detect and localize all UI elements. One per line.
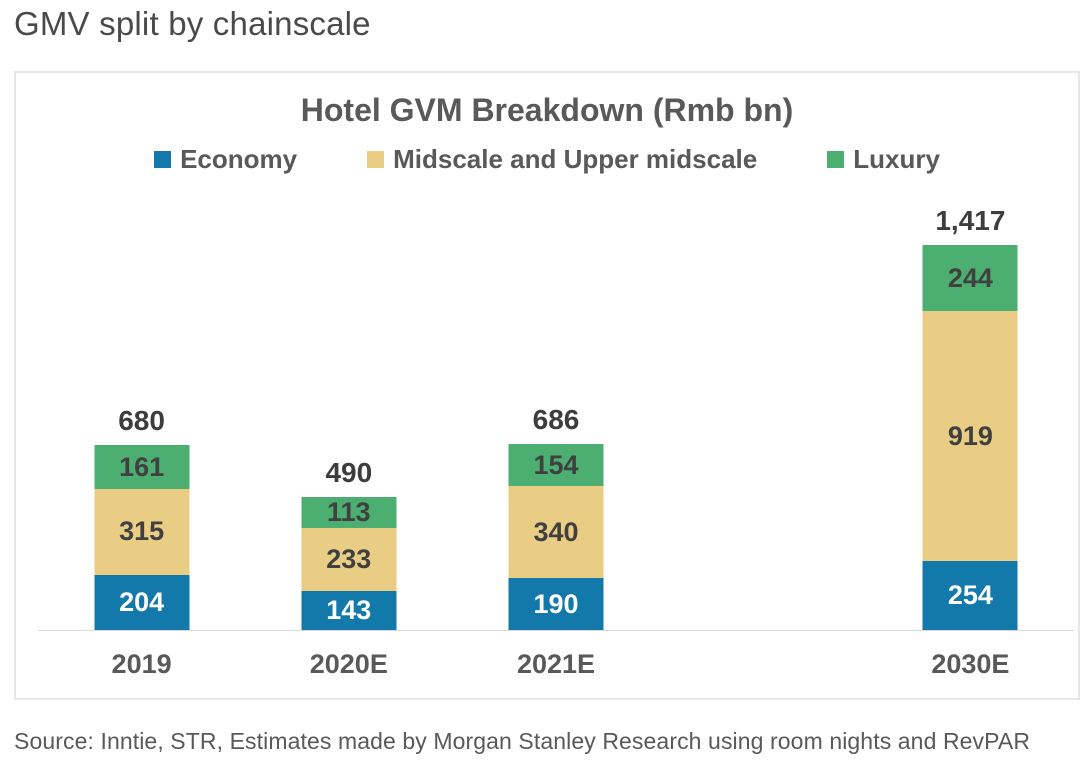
bar-total-label: 686 bbox=[532, 404, 580, 436]
bar-2019: 680 161 315 204 bbox=[94, 405, 190, 630]
bar-segment-economy: 204 bbox=[94, 574, 190, 630]
bar-segment-midscale-and-upper-midscale: 233 bbox=[301, 527, 397, 592]
x-axis-label-2020e: 2020E bbox=[309, 649, 388, 679]
legend-label: Economy bbox=[180, 144, 298, 174]
bar-2021e: 686 154 340 190 bbox=[508, 404, 604, 630]
plot-area: 680 161 315 204 490 113 233 143 686 154 340 190 1,41… bbox=[38, 73, 1074, 631]
bar-segment-midscale-and-upper-midscale: 315 bbox=[94, 489, 190, 575]
bar-total-label: 490 bbox=[325, 457, 373, 489]
bar-segment-luxury: 161 bbox=[94, 445, 190, 490]
chart-legend: Economy Midscale and Upper midscale Luxury bbox=[16, 144, 1078, 175]
bar-segment-luxury: 113 bbox=[301, 497, 397, 528]
legend-swatch-economy bbox=[154, 151, 172, 168]
bar-segment-midscale-and-upper-midscale: 340 bbox=[508, 486, 604, 579]
legend-item-economy: Economy bbox=[154, 144, 297, 175]
bar-2020e: 490 113 233 143 bbox=[301, 457, 397, 630]
legend-item-luxury: Luxury bbox=[827, 144, 940, 175]
bar-segment-midscale-and-upper-midscale: 919 bbox=[922, 311, 1018, 561]
bar-2030e: 1,417 244 919 254 bbox=[922, 205, 1018, 630]
legend-item-midscale-and-upper-midscale: Midscale and Upper midscale bbox=[367, 144, 757, 175]
source-note: Source: Inntie, STR, Estimates made by M… bbox=[14, 728, 1031, 754]
bar-total-label: 1,417 bbox=[935, 205, 1006, 237]
bar-segment-economy: 190 bbox=[508, 578, 604, 630]
x-axis-label-2030e: 2030E bbox=[931, 649, 1010, 679]
legend-swatch-luxury bbox=[827, 151, 845, 168]
page-title: GMV split by chainscale bbox=[14, 5, 371, 42]
bar-segment-luxury: 244 bbox=[922, 245, 1018, 312]
legend-label: Midscale and Upper midscale bbox=[393, 144, 758, 174]
x-axis-label-2019: 2019 bbox=[111, 649, 172, 679]
legend-swatch-midscale-and-upper-midscale bbox=[367, 151, 385, 168]
legend-label: Luxury bbox=[853, 144, 940, 174]
chart-frame: 680 161 315 204 490 113 233 143 686 154 340 190 1,41… bbox=[14, 71, 1080, 700]
bar-segment-luxury: 154 bbox=[508, 444, 604, 487]
bar-total-label: 680 bbox=[118, 405, 165, 437]
x-axis-label-2021e: 2021E bbox=[516, 649, 596, 679]
chart-title: Hotel GVM Breakdown (Rmb bn) bbox=[300, 92, 794, 128]
bar-segment-economy: 143 bbox=[301, 591, 397, 630]
x-axis-labels: 2019 2020E 2021E 2030E bbox=[38, 649, 1074, 683]
bar-segment-economy: 254 bbox=[922, 561, 1018, 630]
